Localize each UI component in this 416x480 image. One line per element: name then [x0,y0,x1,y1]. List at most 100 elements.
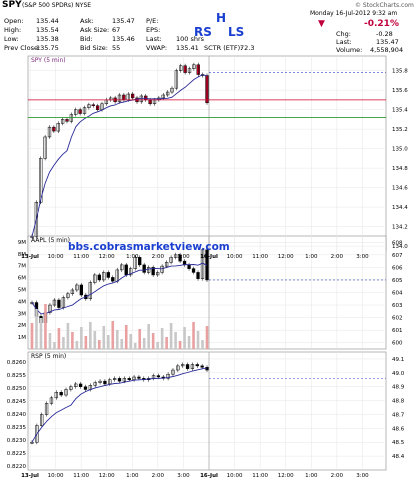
volume-label: Volume: [336,46,363,54]
open-label: Open: [4,17,24,25]
xtick-label: 12:00 [278,473,294,479]
aapl-volume-bar [111,321,115,349]
prev-close-label: Prev Close: [4,44,41,52]
price-ytick-label: 135.8 [392,69,408,75]
pe-label: P/E: [146,17,159,25]
xtick-label: 12:00 [99,473,115,479]
ask-label: Ask: [80,17,94,25]
rsp-left-tick-label: 0.8230 [7,438,27,444]
prev-close-value: 135.75 [36,44,59,52]
stockcharts-logo: © StockCharts.com [355,2,414,9]
xtick-label: 2:00 [331,473,344,479]
grid-lines [28,56,386,470]
aapl-volume-tick-label: 6M [18,276,26,282]
aapl-ytick-label: 600 [392,341,403,347]
aapl-volume-bar [35,309,38,349]
xtick-label: 10:00 [227,254,243,260]
aapl-volume-bar [120,339,124,349]
last-shares-value: 100 shrs [176,35,205,43]
rsp-panel-title: RSP (5 min) [31,353,67,360]
aapl-volume-bar [53,342,56,349]
aapl-volume-bar [115,330,119,349]
aapl-volume-bar [71,332,74,349]
aapl-volume-bar [156,342,159,349]
aapl-volume-bar [160,328,164,349]
symbol-name: (S&P 500 SPDRs) NYSE [22,2,92,9]
xtick-label: 11:00 [252,473,268,479]
xtick-label: 1:00 [126,254,139,260]
bid-value: 135.46 [112,35,135,43]
aapl-volume-bar [133,343,137,349]
aapl-volume-bar [48,333,52,349]
aapl-volume-tick-label: 5M [18,288,26,294]
aapl-volume-bar [89,322,92,349]
rsp-ytick-label: 49.0 [392,371,405,377]
aapl-volume-bar [147,324,150,349]
rsp-left-tick-label: 0.8245 [7,399,27,405]
chart-marks [28,62,386,445]
eps-label: EPS: [146,26,161,34]
xtick-label: 11:00 [73,254,89,260]
xtick-label: 12:00 [278,254,294,260]
aapl-volume-tick-label: 9M [18,240,26,246]
aapl-volume-bar [151,333,155,349]
rsp-ytick-label: 48.7 [392,412,405,418]
vwap-value: 135.41 [176,44,199,52]
change-percent: -0.21% [364,19,399,29]
xtick-label: 1:00 [305,473,318,479]
aapl-volume-bar [66,323,70,349]
price-panel-title: SPY (5 min) [31,57,66,64]
high-value: 135.54 [36,26,59,34]
sctr-value: 72.3 [240,44,255,52]
aapl-volume-bar [183,327,186,349]
annotation-ls: LS [228,25,245,39]
aapl-volume-tick-label: 8M [18,252,26,258]
aapl-volume-bar [165,337,168,349]
annotation-h: H [216,11,227,25]
ask-value: 135.47 [112,17,135,25]
aapl-volume-bar [138,329,141,349]
aapl-ytick-label: 601 [392,328,403,334]
high-label: High: [4,26,22,34]
aapl-ytick-label: 603 [392,303,403,309]
aapl-volume-bar [84,336,88,349]
rsp-left-tick-label: 0.8250 [7,386,27,392]
xtick-label: 3:00 [356,473,369,479]
aapl-ytick-label: 608 [392,240,403,246]
xtick-label: 13-Jul [21,473,39,479]
aapl-ytick-label: 604 [392,291,403,297]
last-shares-label: Last: [146,35,162,43]
aapl-volume-bar [30,323,34,349]
aapl-volume-bar [187,336,191,349]
annotation-rs: RS [194,25,212,39]
rsp-ytick-label: 48.8 [392,399,405,405]
chg-value: -0.28 [376,30,393,38]
xtick-label: 3:00 [177,473,190,479]
aapl-ytick-label: 606 [392,265,403,271]
aapl-volume-bar [205,326,209,349]
axis-labels: 134.0 134.2 134.4 134.6 134.8 135.0 135.2 135.4… [7,69,408,479]
rsp-ytick-label: 48.6 [392,426,405,432]
open-value: 135.44 [36,17,59,25]
price-ytick-label: 134.8 [392,166,408,172]
rsp-ytick-label: 48.5 [392,440,405,446]
rsp-left-tick-label: 0.8235 [7,425,27,431]
rsp-left-tick-label: 0.8225 [7,451,27,457]
last-value: 135.47 [376,38,399,46]
down-arrow-icon: ▼ [318,19,325,29]
aapl-volume-bar [174,332,177,349]
aapl-volume-tick-label: 4M [18,299,26,305]
xtick-label: 11:00 [252,254,268,260]
price-ytick-label: 134.0 [392,244,408,250]
xtick-label: 10:00 [227,473,243,479]
aapl-volume-bar [142,338,146,349]
xtick-label: 2:00 [331,254,344,260]
aapl-volume-bar [124,325,128,349]
bid-size-value: 55 [112,44,121,52]
xtick-label: 10:00 [48,473,64,479]
rsp-moving-average-line [31,367,208,443]
aapl-volume-bar [178,341,182,349]
aapl-volume-tick-label: 1M [18,335,26,341]
aapl-volume-bar [196,331,200,349]
